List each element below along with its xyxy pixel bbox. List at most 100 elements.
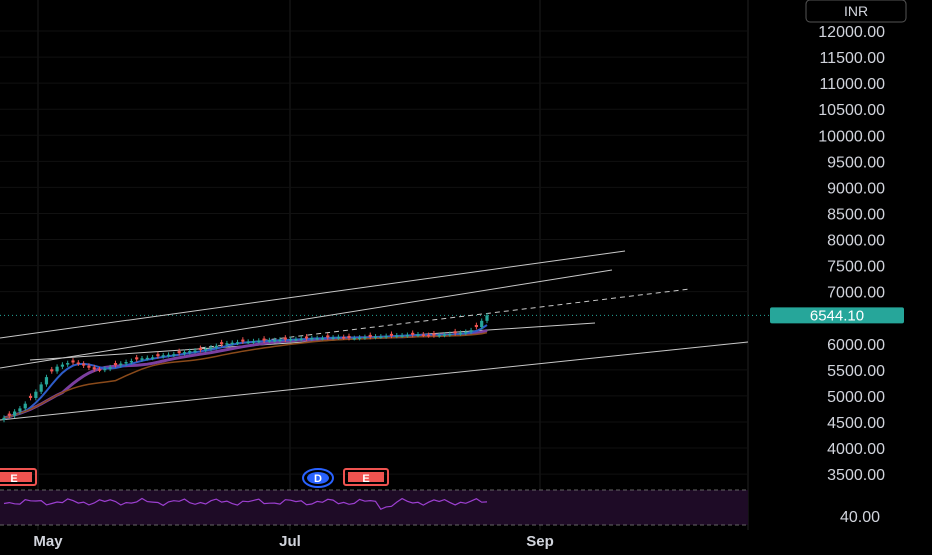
- candle-body[interactable]: [405, 334, 409, 337]
- candle-body[interactable]: [124, 361, 128, 364]
- candle-body[interactable]: [469, 330, 473, 332]
- candle-body[interactable]: [315, 338, 319, 340]
- candle-body[interactable]: [251, 341, 256, 343]
- candle-body[interactable]: [294, 339, 298, 341]
- candle-body[interactable]: [145, 357, 149, 360]
- time-axis[interactable]: May Jul Sep: [33, 533, 553, 550]
- candle-body[interactable]: [241, 339, 245, 342]
- candle-body[interactable]: [363, 336, 367, 339]
- candle-body[interactable]: [289, 339, 293, 341]
- candle-body[interactable]: [71, 360, 75, 363]
- candle-body[interactable]: [480, 320, 484, 328]
- candle-body[interactable]: [230, 342, 234, 345]
- candle-body[interactable]: [283, 337, 287, 340]
- candle-body[interactable]: [368, 334, 372, 337]
- candle-body[interactable]: [347, 335, 351, 339]
- price-axis[interactable]: 12000.00 11500.00 11000.00 10500.00 10000.00…: [770, 0, 907, 484]
- candle-body[interactable]: [262, 338, 266, 341]
- candle-body[interactable]: [103, 368, 107, 371]
- candle-body[interactable]: [119, 363, 123, 366]
- candle-body[interactable]: [92, 367, 96, 370]
- candle-body[interactable]: [331, 337, 335, 339]
- candle-body[interactable]: [310, 338, 314, 340]
- candle-body[interactable]: [161, 355, 165, 357]
- candle-body[interactable]: [453, 331, 457, 334]
- candle-body[interactable]: [87, 365, 91, 368]
- candle-body[interactable]: [28, 395, 33, 398]
- candle-body[interactable]: [458, 332, 463, 335]
- candle-body[interactable]: [151, 357, 155, 359]
- candle-body[interactable]: [336, 336, 340, 339]
- candle-body[interactable]: [437, 334, 441, 337]
- candle-body[interactable]: [55, 366, 59, 372]
- candle-body[interactable]: [135, 357, 139, 360]
- candle-body[interactable]: [129, 360, 133, 363]
- candle-body[interactable]: [166, 354, 171, 357]
- candle-body[interactable]: [156, 354, 160, 357]
- currency-badge[interactable]: [805, 0, 907, 23]
- candle-body[interactable]: [448, 333, 452, 336]
- candle-body[interactable]: [82, 363, 86, 366]
- candle-body[interactable]: [299, 338, 303, 341]
- candle-body[interactable]: [342, 336, 346, 339]
- candle-body[interactable]: [108, 367, 112, 369]
- candle-body[interactable]: [214, 345, 218, 348]
- candle-body[interactable]: [427, 334, 431, 337]
- candle-body[interactable]: [172, 354, 176, 356]
- candle-body[interactable]: [198, 347, 202, 351]
- candle-body[interactable]: [246, 341, 250, 344]
- candle-body[interactable]: [389, 333, 394, 336]
- candle-body[interactable]: [177, 351, 181, 354]
- candle-body[interactable]: [50, 369, 54, 372]
- candle-body[interactable]: [209, 347, 213, 349]
- candle-body[interactable]: [13, 411, 17, 416]
- candle-body[interactable]: [18, 408, 22, 412]
- candle-body[interactable]: [235, 342, 240, 344]
- candle-body[interactable]: [113, 363, 118, 366]
- candle-body[interactable]: [432, 333, 436, 336]
- earnings-marker[interactable]: [343, 468, 389, 486]
- candle-body[interactable]: [225, 343, 229, 345]
- candle-body[interactable]: [97, 369, 102, 371]
- candle-body[interactable]: [188, 351, 192, 353]
- candle-body[interactable]: [373, 336, 378, 338]
- candle-body[interactable]: [34, 391, 38, 398]
- candle-body[interactable]: [474, 324, 478, 328]
- candle-body[interactable]: [464, 331, 468, 334]
- candle-body[interactable]: [60, 364, 64, 367]
- candle-body[interactable]: [400, 335, 404, 337]
- candle-body[interactable]: [416, 334, 420, 336]
- candle-body[interactable]: [44, 377, 49, 385]
- candle-body[interactable]: [352, 338, 356, 340]
- candle-body[interactable]: [485, 315, 489, 321]
- candle-body[interactable]: [140, 358, 144, 360]
- candle-body[interactable]: [278, 339, 282, 342]
- candle-body[interactable]: [7, 413, 11, 416]
- candle-body[interactable]: [304, 336, 309, 339]
- candle-body[interactable]: [193, 350, 197, 353]
- candle-body[interactable]: [220, 342, 224, 345]
- candle-body[interactable]: [358, 337, 362, 339]
- candle-body[interactable]: [320, 338, 325, 340]
- candle-body[interactable]: [395, 335, 399, 337]
- dividend-marker[interactable]: [302, 468, 334, 488]
- candle-body[interactable]: [379, 336, 383, 338]
- candle-body[interactable]: [267, 340, 271, 342]
- candle-body[interactable]: [326, 335, 330, 338]
- candle-body[interactable]: [411, 332, 415, 335]
- candle-body[interactable]: [273, 340, 277, 342]
- candle-body[interactable]: [23, 403, 27, 409]
- candle-body[interactable]: [182, 352, 187, 354]
- candlesticks[interactable]: [2, 313, 489, 423]
- earnings-marker[interactable]: [0, 468, 37, 486]
- candle-body[interactable]: [2, 417, 6, 420]
- candle-body[interactable]: [66, 363, 70, 365]
- candle-body[interactable]: [257, 340, 261, 343]
- candle-body[interactable]: [76, 362, 80, 365]
- candle-body[interactable]: [442, 334, 447, 336]
- last-price-badge[interactable]: [770, 307, 904, 324]
- candle-body[interactable]: [39, 384, 43, 392]
